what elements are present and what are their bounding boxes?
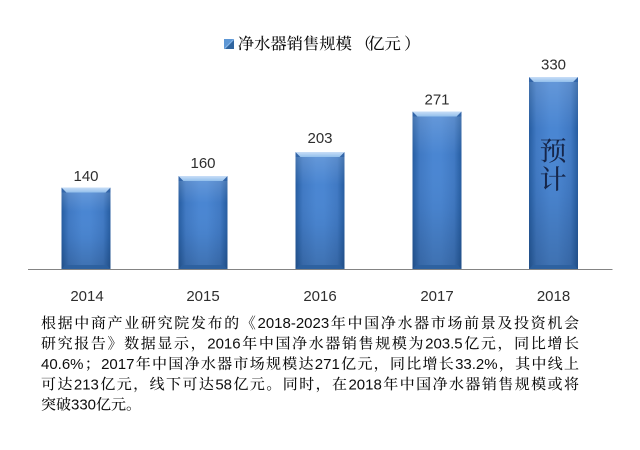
- svg-text:2018-2023: 2018-2023: [257, 315, 329, 332]
- svg-text:330: 330: [541, 56, 566, 73]
- svg-text:40.6%: 40.6%: [41, 356, 84, 373]
- svg-text:140: 140: [73, 168, 98, 185]
- svg-text:2017: 2017: [420, 288, 453, 305]
- svg-text:2015: 2015: [186, 288, 219, 305]
- svg-text:213: 213: [74, 376, 99, 393]
- svg-text:2018: 2018: [348, 376, 381, 393]
- svg-text:33.2%: 33.2%: [455, 356, 498, 373]
- svg-text:203: 203: [307, 130, 332, 147]
- svg-text:58: 58: [215, 376, 232, 393]
- svg-text:2016: 2016: [303, 288, 336, 305]
- svg-text:271: 271: [424, 91, 449, 108]
- svg-text:2017: 2017: [101, 356, 134, 373]
- svg-text:2018: 2018: [537, 288, 570, 305]
- svg-text:160: 160: [190, 155, 215, 172]
- svg-text:2014: 2014: [70, 288, 103, 305]
- svg-text:330: 330: [71, 397, 96, 414]
- svg-text:203.5: 203.5: [425, 336, 463, 353]
- svg-text:2016: 2016: [207, 336, 240, 353]
- svg-text:271: 271: [315, 356, 340, 373]
